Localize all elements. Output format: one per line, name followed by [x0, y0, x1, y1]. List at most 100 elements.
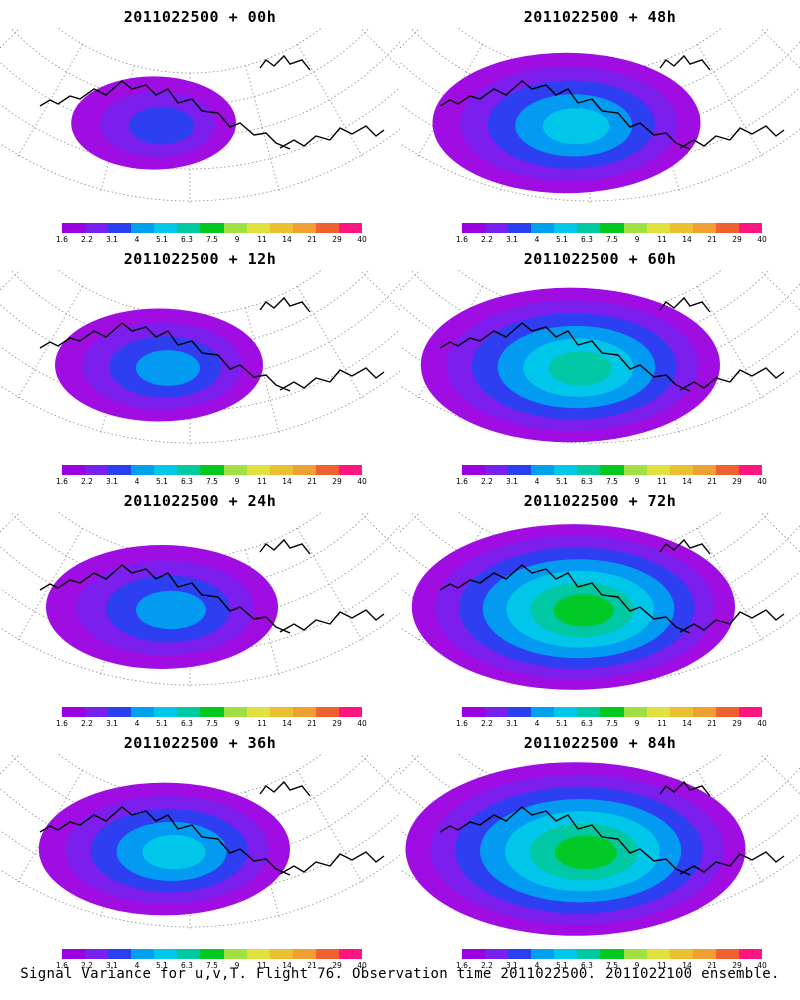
colorbar-labels: 1.6 2.2 3.1 4 5.1 6.3 7.5 9 11 14 21 29 40 [456, 477, 767, 487]
colorbar-label: 9 [234, 235, 240, 244]
colorbar-swatch [85, 465, 109, 475]
meridian-gridline [776, 512, 800, 515]
colorbar-swatch [154, 949, 178, 959]
colorbar-label: 14 [682, 235, 692, 244]
colorbar-swatch [338, 707, 363, 717]
variance-contour [548, 351, 612, 386]
colorbar-swatch [646, 465, 670, 475]
colorbar-label: 3.1 [106, 719, 118, 728]
colorbar-label: 5.1 [556, 477, 568, 486]
colorbar-swatch [600, 949, 624, 959]
colorbar-label: 40 [757, 961, 767, 970]
coastline [39, 538, 385, 634]
colorbar-swatch [131, 707, 155, 717]
colorbar-label: 3.1 [506, 235, 518, 244]
meridian-gridline [400, 28, 421, 49]
colorbar-label: 21 [707, 719, 717, 728]
colorbar-label: 11 [257, 477, 267, 486]
colorbar-label: 2.2 [81, 235, 93, 244]
map-panel: 2011022500 + 48h 1.6 2.2 3.1 4 5.1 6.3 7.5 9 11 14… [400, 0, 800, 245]
latitude-gridline [400, 86, 800, 170]
map-panel: 2011022500 + 36h 1.6 2.2 3.1 4 5.1 6.3 7.5 9 11 14… [0, 726, 400, 971]
colorbar-swatch [577, 949, 601, 959]
colorbar-label: 6.3 [581, 477, 593, 486]
colorbar-label: 1.6 [456, 719, 468, 728]
colorbar-label: 3.1 [506, 477, 518, 486]
meridian-gridline [0, 512, 4, 515]
latitude-gridline [57, 28, 323, 74]
colorbar-label: 5.1 [156, 719, 168, 728]
colorbar-label: 11 [657, 235, 667, 244]
colorbar-label: 40 [757, 719, 767, 728]
meridian-gridline [0, 754, 21, 775]
colorbar-label: 11 [257, 719, 267, 728]
meridian-gridline [297, 769, 363, 883]
latitude-gridline [400, 328, 800, 412]
meridian-gridline [297, 285, 363, 399]
colorbar-label: 29 [332, 235, 342, 244]
colorbar-label: 40 [357, 961, 367, 970]
colorbar-swatch [177, 465, 201, 475]
colorbar-label: 7.5 [206, 961, 218, 970]
colorbar-label: 29 [332, 477, 342, 486]
colorbar-swatch [577, 707, 601, 717]
meridian-gridline [376, 28, 400, 31]
latitude-gridline [0, 812, 400, 896]
colorbar-label: 6.3 [181, 235, 193, 244]
colorbar-label: 5.1 [556, 961, 568, 970]
colorbar-label: 2.2 [81, 719, 93, 728]
colorbar-swatch [315, 465, 339, 475]
colorbar-swatch [62, 223, 86, 233]
variance-contour [553, 594, 614, 627]
meridian-gridline [759, 512, 800, 553]
variance-contour [554, 835, 617, 870]
colorbar-swatch [223, 223, 247, 233]
colorbar-label: 40 [357, 719, 367, 728]
colorbar-swatch [623, 949, 647, 959]
meridian-gridline [776, 270, 800, 273]
latitude-gridline [0, 570, 400, 654]
colorbar-label: 2.2 [81, 961, 93, 970]
colorbar-swatch [177, 707, 201, 717]
latitude-gridline [57, 270, 323, 316]
colorbar-swatch [462, 223, 486, 233]
colorbar-label: 14 [682, 961, 692, 970]
colorbar-label: 21 [307, 719, 317, 728]
coastline [439, 780, 785, 876]
meridian-gridline [376, 512, 400, 515]
colorbar-label: 5.1 [556, 719, 568, 728]
meridian-gridline [759, 28, 800, 69]
colorbar-label: 2.2 [81, 477, 93, 486]
colorbar-swatch [554, 949, 578, 959]
colorbar-label: 1.6 [456, 961, 468, 970]
colorbar-label: 7.5 [606, 961, 618, 970]
colorbar-label: 14 [682, 477, 692, 486]
latitude-gridline [400, 570, 800, 654]
colorbar-swatch [154, 707, 178, 717]
colorbar-label: 6.3 [181, 719, 193, 728]
colorbar-label: 1.6 [56, 477, 68, 486]
colorbar-label: 21 [707, 477, 717, 486]
colorbar-swatch [292, 465, 316, 475]
colorbar-label: 14 [282, 719, 292, 728]
colorbar-label: 4 [134, 477, 140, 486]
meridian-gridline [359, 270, 400, 311]
colorbar [462, 223, 763, 233]
meridian-gridline [0, 270, 21, 291]
colorbar-swatch [131, 223, 155, 233]
colorbar-swatch [508, 949, 532, 959]
polar-map [0, 754, 400, 929]
colorbar-label: 11 [257, 961, 267, 970]
colorbar-label: 9 [634, 477, 640, 486]
colorbar-swatch [223, 465, 247, 475]
colorbar-swatch [531, 465, 555, 475]
colorbar-label: 40 [757, 477, 767, 486]
variance-contour [142, 834, 206, 870]
colorbar-label: 29 [332, 961, 342, 970]
colorbar-swatch [623, 223, 647, 233]
colorbar-label: 9 [634, 235, 640, 244]
colorbar-label: 7.5 [206, 477, 218, 486]
meridian-gridline [376, 270, 400, 273]
colorbar-label: 11 [657, 719, 667, 728]
colorbar-swatch [669, 949, 693, 959]
